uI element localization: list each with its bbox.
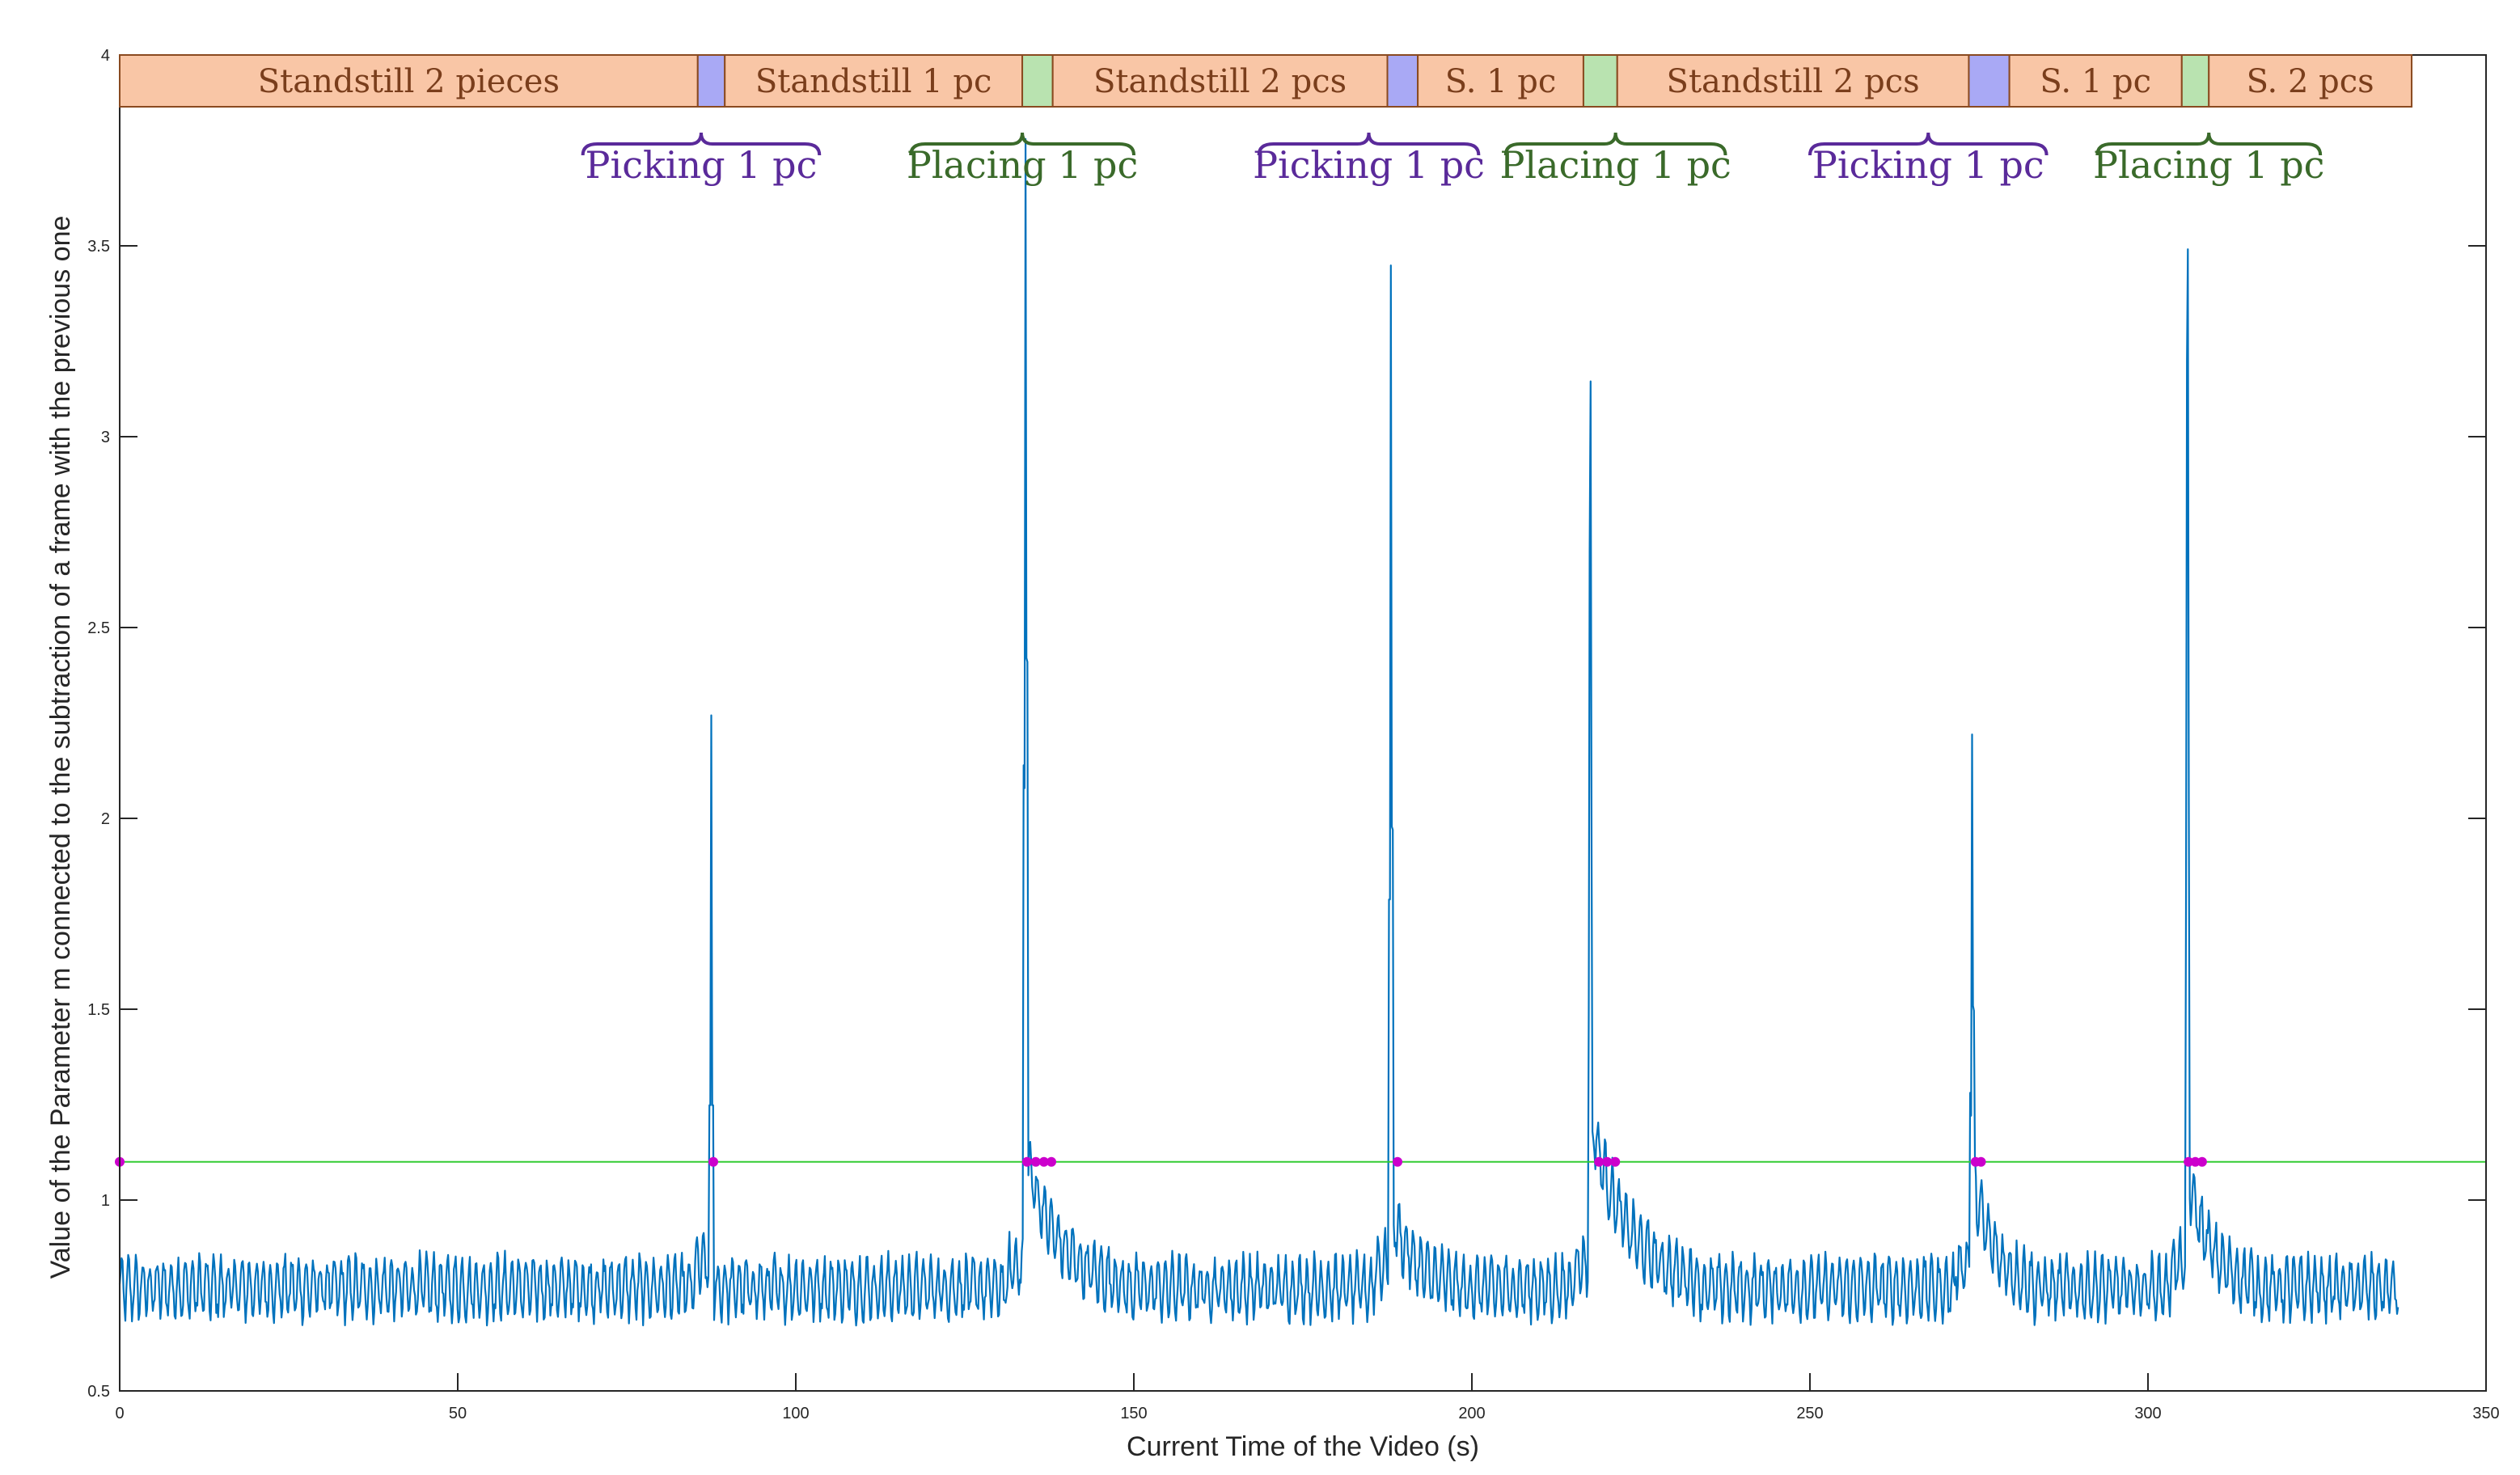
x-tick-label: 250 <box>1796 1405 1823 1422</box>
annotation-label: Picking 1 pc <box>1812 143 2044 187</box>
axes: 0 50 100 150 200 250 300 350 0.5 1 1.5 2 2.5 3 3.5 4 <box>87 47 2500 1422</box>
phase-segment-picking <box>1386 54 1419 108</box>
crossing-marker <box>2184 1156 2194 1167</box>
crossing-marker <box>1393 1156 1403 1167</box>
y-axis-label: Value of the Parameter m connected to th… <box>45 216 76 1279</box>
y-axis-ticks: 0.5 1 1.5 2 2.5 3 3.5 4 <box>87 47 2486 1401</box>
phase-label: S. 2 pcs <box>2247 63 2374 100</box>
signal-line <box>118 137 2399 1327</box>
y-tick-label: 4 <box>101 47 110 65</box>
x-tick-label: 50 <box>449 1405 467 1422</box>
phase-segment-placing <box>2180 54 2210 108</box>
annotation-brace <box>1808 132 2049 156</box>
phase-label: Standstill 2 pieces <box>258 63 560 100</box>
annotation-brace <box>909 132 1135 156</box>
annotation-label: Picking 1 pc <box>586 143 818 187</box>
plot-area <box>115 137 2486 1327</box>
y-tick-label: 2.5 <box>87 619 110 637</box>
x-tick-label: 150 <box>1120 1405 1147 1422</box>
annotation-brace <box>1503 132 1727 156</box>
phase-label: Standstill 2 pcs <box>1667 63 1920 100</box>
phase-segment-standstill <box>2008 54 2183 108</box>
y-tick-label: 2 <box>101 810 110 828</box>
phase-segment-standstill <box>1616 54 1970 108</box>
y-tick-label: 3.5 <box>87 238 110 256</box>
annotation-brace <box>1257 132 1481 156</box>
annotation-label: Picking 1 pc <box>1253 143 1485 187</box>
crossing-marker <box>1610 1156 1621 1167</box>
phase-label: Standstill 1 pc <box>755 63 992 100</box>
x-tick-label: 200 <box>1458 1405 1485 1422</box>
crossing-marker <box>1602 1156 1613 1167</box>
y-tick-label: 1 <box>101 1192 110 1210</box>
x-axis-label: Current Time of the Video (s) <box>1127 1431 1479 1462</box>
x-tick-label: 0 <box>115 1405 124 1422</box>
x-tick-label: 100 <box>782 1405 809 1422</box>
phase-bar: Standstill 2 pieces Standstill 1 pc Stands… <box>119 54 2413 108</box>
phase-segment-picking <box>696 54 726 108</box>
phase-segment-standstill <box>2208 54 2413 108</box>
crossing-marker <box>708 1156 719 1167</box>
y-tick-label: 3 <box>101 429 110 446</box>
crossing-marker <box>1021 1156 1032 1167</box>
crossing-marker <box>1046 1156 1057 1167</box>
x-tick-label: 300 <box>2134 1405 2161 1422</box>
phase-label: S. 1 pc <box>2040 63 2151 100</box>
annotation-label: Placing 1 pc <box>907 143 1138 187</box>
annotation-brace <box>581 132 822 156</box>
phase-segment-standstill <box>1417 54 1584 108</box>
phase-segment-standstill <box>1051 54 1389 108</box>
y-tick-label: 1.5 <box>87 1001 110 1019</box>
x-tick-label: 350 <box>2472 1405 2499 1422</box>
phase-segment-standstill <box>724 54 1024 108</box>
annotation-label: Placing 1 pc <box>1499 143 1731 187</box>
crossing-marker <box>1030 1156 1041 1167</box>
crossing-marker <box>1976 1156 1986 1167</box>
crossing-marker <box>2197 1156 2207 1167</box>
crossing-marker <box>1594 1156 1605 1167</box>
phase-segment-standstill <box>119 54 699 108</box>
phase-segment-placing <box>1582 54 1618 108</box>
x-axis-ticks: 0 50 100 150 200 250 300 350 <box>115 55 2500 1422</box>
y-tick-label: 0.5 <box>87 1383 110 1401</box>
crossing-marker <box>2190 1156 2201 1167</box>
phase-segment-picking <box>1968 54 2011 108</box>
crossing-marker <box>1038 1156 1049 1167</box>
phase-annotations: Picking 1 pc Placing 1 pc Picking 1 pc Plac… <box>581 132 2324 187</box>
phase-segment-placing <box>1021 54 1054 108</box>
annotation-label: Placing 1 pc <box>2093 143 2324 187</box>
phase-label: Standstill 2 pcs <box>1093 63 1347 100</box>
phase-label: S. 1 pc <box>1445 63 1557 100</box>
annotation-brace <box>2095 132 2323 156</box>
